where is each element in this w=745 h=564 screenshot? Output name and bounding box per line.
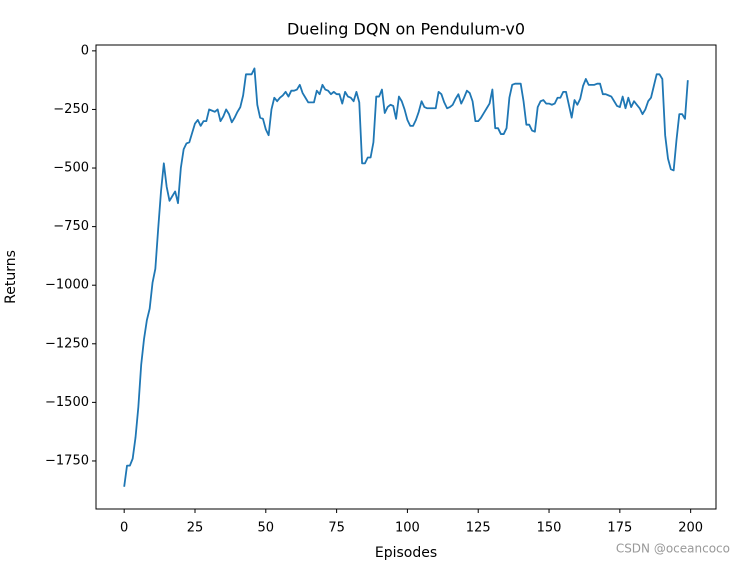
line-series: [123, 67, 689, 487]
y-tick-label: 0: [81, 43, 89, 58]
y-tick-label: −1500: [45, 395, 89, 410]
x-tick-label: 125: [466, 521, 491, 536]
x-tick-label: 0: [120, 521, 128, 536]
y-tick-label: −250: [53, 102, 89, 117]
y-tick-label: −500: [53, 161, 89, 176]
y-axis-label: Returns: [3, 250, 19, 304]
y-tick-label: −750: [53, 219, 89, 234]
x-tick-label: 25: [187, 521, 204, 536]
x-tick-label: 100: [395, 521, 420, 536]
x-tick-label: 150: [537, 521, 562, 536]
watermark: CSDN @oceancoco: [616, 542, 730, 556]
y-tick-label: −1750: [45, 453, 89, 468]
plot-frame: [95, 44, 717, 510]
chart-title: Dueling DQN on Pendulum-v0: [287, 20, 525, 39]
x-tick-label: 175: [607, 521, 632, 536]
x-tick-label: 50: [258, 521, 275, 536]
y-tick-label: −1250: [45, 336, 89, 351]
y-tick-label: −1000: [45, 278, 89, 293]
x-axis-label: Episodes: [375, 545, 437, 561]
x-tick-label: 75: [328, 521, 345, 536]
x-tick-label: 200: [678, 521, 703, 536]
